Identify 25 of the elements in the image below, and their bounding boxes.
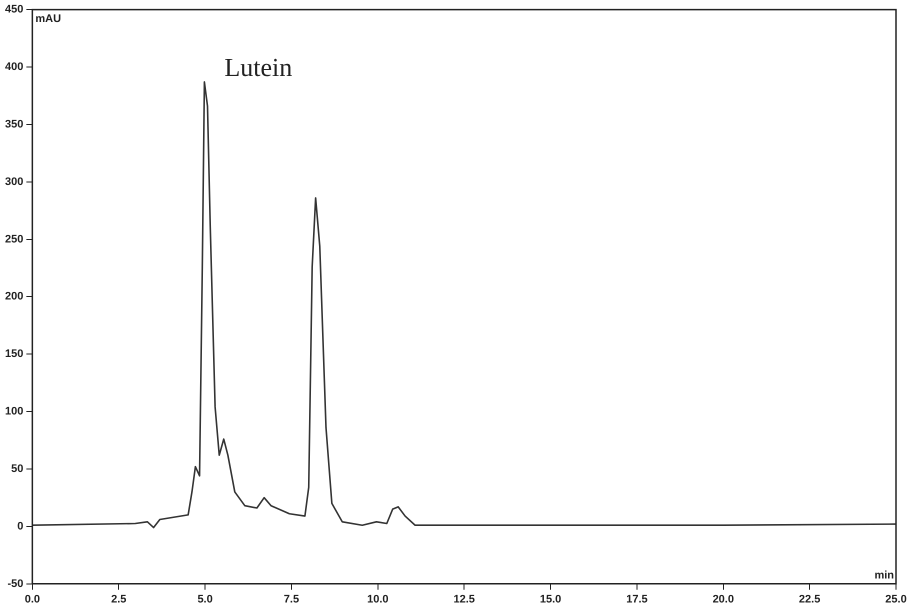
- y-tick-label: 400: [4, 61, 24, 74]
- x-tick-label: 20.0: [712, 593, 734, 606]
- x-tick-label: 5.0: [197, 593, 213, 606]
- y-tick-label: 300: [4, 176, 24, 188]
- x-tick-label: 22.5: [798, 593, 820, 606]
- y-tick-label: 50: [11, 462, 24, 475]
- y-tick-label: 0: [17, 520, 24, 532]
- x-tick-label: 25.0: [885, 593, 907, 606]
- y-tick-label: 450: [4, 4, 24, 16]
- y-tick-label: 200: [4, 290, 24, 303]
- x-tick-label: 17.5: [626, 593, 648, 606]
- x-tick-label: 7.5: [284, 593, 300, 606]
- x-tick-label: 15.0: [540, 593, 562, 606]
- y-tick-label: 100: [4, 406, 24, 418]
- y-tick-label: 150: [4, 348, 24, 360]
- x-tick-label: 0.0: [24, 593, 40, 606]
- y-tick-label: 350: [4, 118, 24, 130]
- x-tick-label: 12.5: [453, 593, 475, 606]
- x-tick-label: 10.0: [367, 593, 389, 606]
- x-axis-title: min: [874, 569, 894, 582]
- y-tick-label: 250: [4, 233, 24, 246]
- y-tick-label: -50: [7, 578, 24, 590]
- annotation: Lutein: [224, 52, 292, 82]
- x-tick-label: 2.5: [111, 593, 126, 606]
- y-axis-title: mAU: [35, 13, 62, 26]
